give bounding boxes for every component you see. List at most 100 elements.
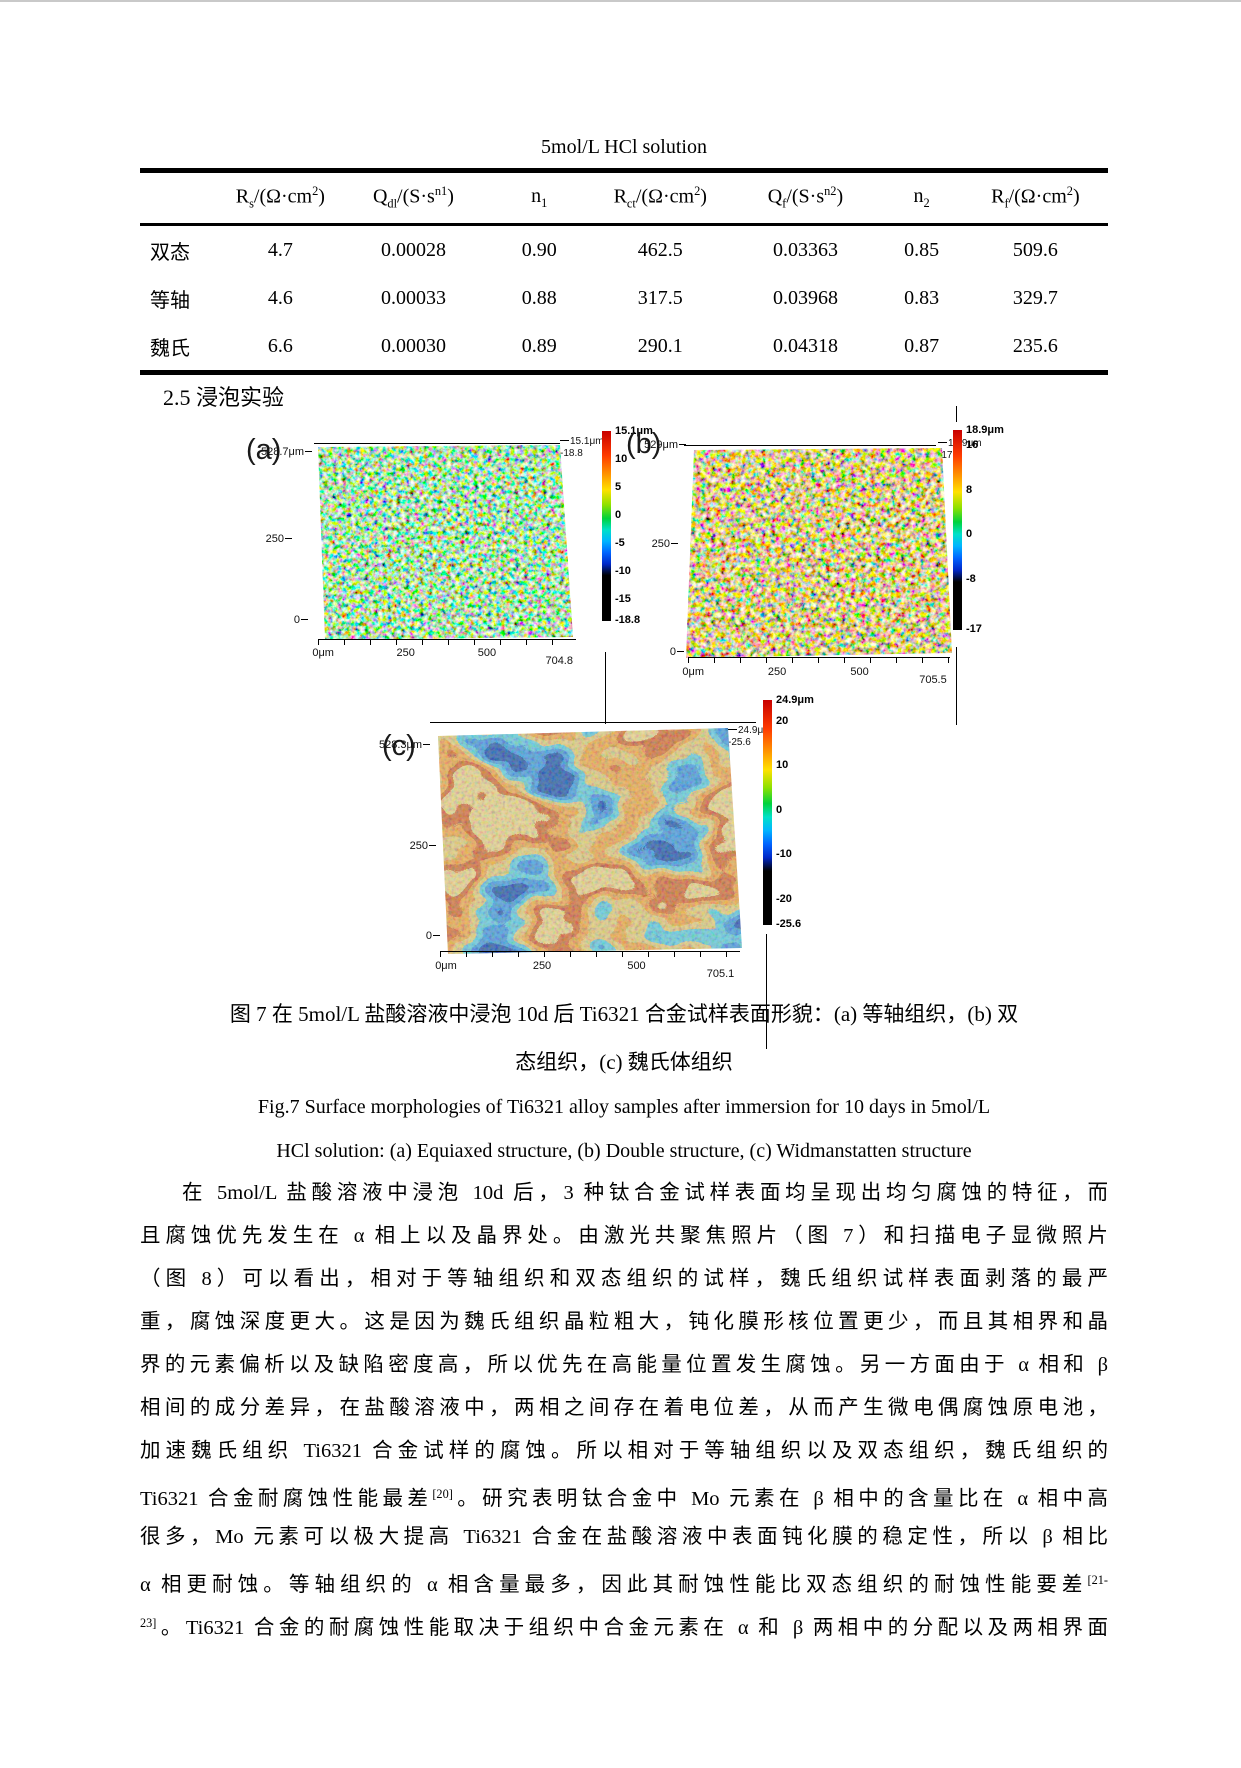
figure-a-x-axis: [318, 639, 576, 645]
figure-b-colorbar-stem-line: [956, 647, 957, 725]
figure-b-yaxis-top-label: 529μm: [610, 439, 686, 451]
colorbar-tick-label: 8: [966, 483, 973, 496]
column-header: n1: [531, 185, 548, 210]
caption-zh-line1: 图 7 在 5mol/L 盐酸溶液中浸泡 10d 后 Ti6321 合金试样表面…: [229, 1002, 1019, 1026]
column-header: n2: [913, 185, 930, 210]
z-max-label: 18.9μm: [938, 438, 982, 450]
figure-b-top-axis-line: [684, 445, 936, 446]
colorbar-tick-label: 0: [615, 508, 622, 521]
colorbar-tick-label: 0: [776, 803, 783, 816]
z-min-label: -25.6: [728, 737, 751, 748]
colorbar-tick-label: -18.8: [615, 614, 641, 626]
column-header: Rs/(Ω·cm2): [235, 184, 325, 211]
x-axis-tick-label: 500: [477, 647, 497, 659]
caption-en-line1: Fig.7 Surface morphologies of Ti6321 all…: [257, 1096, 991, 1118]
column-header: Qdl/(S·sn1): [372, 184, 454, 211]
figure-c-top-axis-line: [430, 722, 756, 723]
x-axis-tick-label: 250: [532, 960, 552, 972]
figure-b-yaxis-mid-label: 250: [610, 538, 678, 550]
x-axis-tick-label: 0μm: [682, 666, 705, 678]
table-cell: 0.83: [904, 286, 940, 309]
row-label: 等轴: [150, 289, 190, 312]
x-axis-tick-label: 0μm: [312, 647, 334, 659]
figure-a-yaxis-top-label: 528.7μm: [230, 446, 312, 458]
table-cell: 0.00028: [380, 238, 446, 261]
figure-c-x-axis-labels: 0μm 250 500 705.1: [435, 960, 740, 982]
column-header: Qf/(S·sn2): [767, 184, 844, 211]
figure-a-colorbar-stem-line: [605, 652, 606, 724]
colorbar-tick-label: 10: [776, 759, 789, 772]
row-label: 魏氏: [150, 337, 190, 360]
x-axis-tick-label: 705.5: [919, 674, 947, 686]
colorbar-tick-label: -8: [966, 572, 976, 585]
figure-c-colorbar-stem-line: [766, 934, 767, 1049]
colorbar-gradient: [602, 431, 611, 621]
table-header-row: Rs/(Ω·cm2) Qdl/(S·sn1) n1 Rct/(Ω·cm2) Qf/(S·…: [140, 171, 1108, 225]
impedance-parameters-table: Rs/(Ω·cm2) Qdl/(S·sn1) n1 Rct/(Ω·cm2) Qf/(S·…: [140, 168, 1108, 375]
x-axis-tick-label: 500: [627, 960, 646, 972]
figure-c-yaxis-bottom-label: 0: [384, 930, 440, 942]
caption-zh-line2: 态组织，(c) 魏氏体组织: [515, 1050, 733, 1074]
surface-morphology-image-b: [686, 448, 952, 658]
paragraph-line: （图 8）可以看出，相对于等轴组织和双态组织的试样，魏氏组织试样表面剥落的最严: [140, 1268, 1108, 1290]
figure-a-top-axis-line: [314, 443, 560, 444]
figure-a-colorbar: 15.1μm 10 5 0 -5 -10 -15 -18.8: [602, 425, 653, 626]
figure-b-yaxis-bottom-label: 0: [610, 646, 684, 658]
table-cell: 462.5: [637, 238, 683, 261]
table-cell: 0.87: [904, 334, 940, 357]
table-cell: 0.00033: [380, 286, 446, 309]
figure-a-x-axis-labels: 0μm 250 500 704.8: [312, 647, 576, 669]
colorbar-tick-label: -17: [966, 623, 982, 635]
section-heading: 2.5 浸泡实验: [163, 385, 285, 410]
paragraph-line: 相间的成分差异，在盐酸溶液中，两相之间存在着电位差，从而产生微电偶腐蚀原电池，: [140, 1397, 1108, 1419]
z-max-label: 15.1μm: [560, 436, 604, 448]
colorbar-tick-label: -25.6: [776, 918, 802, 930]
colorbar-gradient: [763, 700, 772, 925]
table-title: 5mol/L HCl solution: [541, 136, 707, 158]
z-max-label: 24.9μm: [728, 725, 772, 737]
table-row: 双态 4.7 0.00028 0.90 462.5 0.03363 0.85 509.6: [140, 225, 1108, 275]
x-axis-tick-label: 500: [850, 666, 869, 678]
table-cell: 0.85: [904, 238, 940, 261]
figure-c-yaxis-top-label: 528.3μm: [338, 739, 430, 751]
table-cell: 509.6: [1012, 238, 1058, 261]
figure-a-z-range-labels: 15.1μm -18.8: [560, 436, 604, 460]
table-cell: 235.6: [1012, 334, 1058, 357]
paragraph-line: Ti6321 合金耐腐蚀性能最差[20]。研究表明钛合金中 Mo 元素在 β 相…: [140, 1487, 1108, 1510]
table-cell: 0.03363: [772, 238, 838, 261]
figure-b-colorbar: 18.9μm 16 8 0 -8 -17: [953, 424, 1004, 635]
paragraph-line: 界的元素偏析以及缺陷密度高，所以优先在高能量位置发生腐蚀。另一方面由于 α 相和…: [140, 1354, 1108, 1376]
caption-en-line2: HCl solution: (a) Equiaxed structure, (b…: [276, 1140, 972, 1162]
figure-a-yaxis-bottom-label: 0: [230, 614, 308, 626]
z-min-label: -18.8: [560, 448, 583, 459]
x-axis-tick-label: 705.1: [706, 968, 735, 980]
x-axis-tick-label: 250: [767, 666, 787, 678]
paragraph-line: α 相更耐蚀。等轴组织的 α 相含量最多，因此其耐蚀性能比双态组织的耐蚀性能要差…: [140, 1573, 1108, 1596]
surface-morphology-image-c: [438, 728, 742, 954]
table-cell: 0.04318: [772, 334, 838, 357]
colorbar-tick-label: -20: [776, 893, 792, 906]
x-axis-tick-label: 250: [396, 647, 415, 659]
figure-c-x-axis: [440, 951, 740, 957]
z-min-label: -17: [938, 450, 953, 461]
paragraph-line: 很多，Mo 元素可以极大提高 Ti6321 合金在盐酸溶液中表面钝化膜的稳定性，…: [140, 1526, 1108, 1548]
colorbar-tick-label: 20: [776, 714, 789, 727]
table-cell: 0.89: [521, 334, 557, 357]
table-cell: 6.6: [267, 334, 293, 357]
table-cell: 0.88: [521, 286, 557, 309]
table-cell: 329.7: [1012, 286, 1058, 309]
paragraph-line: 23]。Ti6321 合金的耐腐蚀性能取决于组织中合金元素在 α 和 β 两相中…: [140, 1616, 1108, 1639]
paragraph-line: 在 5mol/L 盐酸溶液中浸泡 10d 后，3 种钛合金试样表面均呈现出均匀腐…: [182, 1182, 1108, 1204]
figure-b-x-axis: [688, 657, 950, 663]
table-cell: 4.7: [267, 238, 293, 261]
paragraph-line: 且腐蚀优先发生在 α 相上以及晶界处。由激光共聚焦照片（图 7）和扫描电子显微照…: [140, 1225, 1108, 1247]
column-header: Rf/(Ω·cm2): [991, 184, 1080, 211]
x-axis-tick-label: 704.8: [545, 655, 573, 667]
figure-b-x-axis-labels: 0μm 250 500 705.5: [682, 666, 950, 688]
colorbar-tick-label: 18.9μm: [966, 424, 1004, 436]
figure-c-z-range-labels: 24.9μm -25.6: [728, 725, 772, 749]
figure-b-colorbar-top-tick: [956, 406, 957, 422]
table-cell: 290.1: [637, 334, 683, 357]
table-cell: 317.5: [637, 286, 683, 309]
